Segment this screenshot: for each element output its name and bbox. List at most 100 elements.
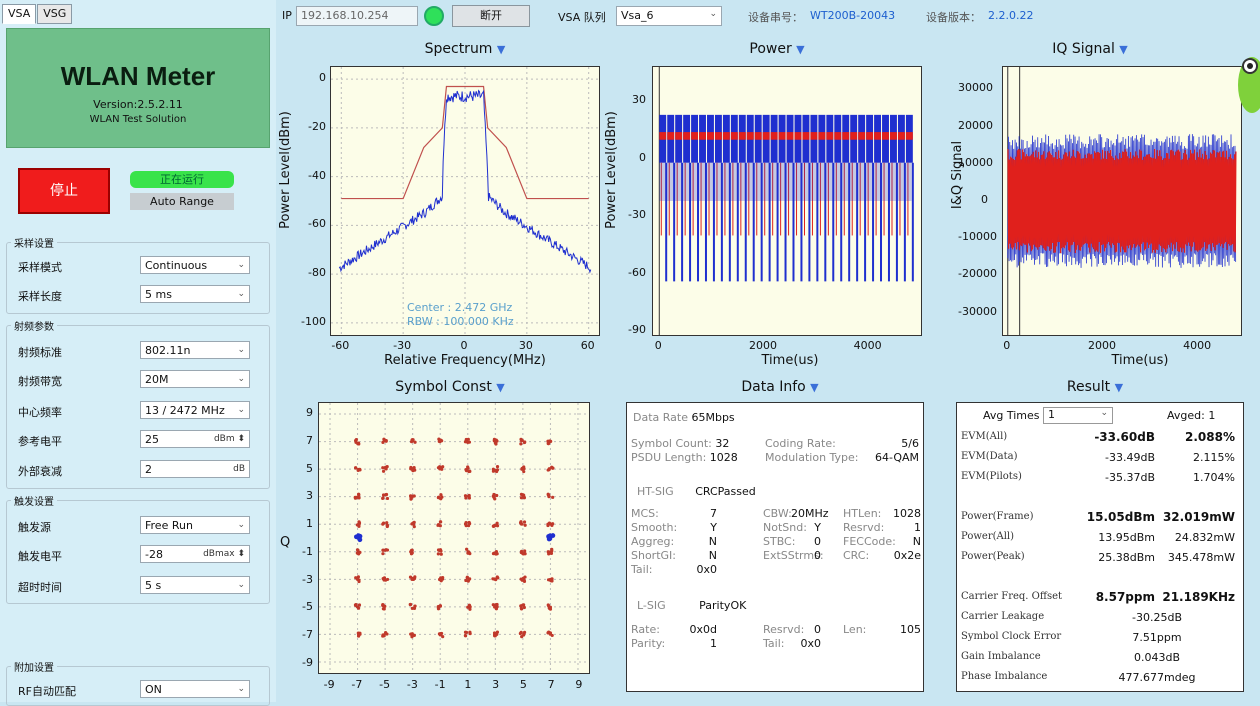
result-value-alt: 1.704%	[1193, 471, 1235, 484]
iq-q-trace	[1007, 148, 1237, 254]
constellation-point	[519, 442, 523, 446]
result-value: 7.51ppm	[1132, 631, 1182, 644]
result-value: 0.043dB	[1133, 651, 1181, 664]
tick-label: -80	[308, 266, 326, 280]
chevron-down-icon: ⌄	[237, 289, 245, 299]
constellation-points	[319, 403, 589, 673]
power-xlabel: Time(us)	[761, 353, 819, 368]
setting-control[interactable]: 5 s ⌄	[140, 576, 250, 594]
power-burst-mean	[802, 132, 810, 140]
datainfo-title[interactable]: Data Info ▼	[741, 379, 819, 395]
auto-range-button[interactable]: Auto Range	[130, 193, 234, 210]
setting-control[interactable]: 20M ⌄	[140, 370, 250, 388]
tick-label: 0	[639, 150, 646, 164]
constellation-point	[467, 551, 471, 555]
constellation-point	[385, 496, 390, 501]
vsa-queue-select[interactable]: Vsa_6 ⌄	[616, 6, 722, 26]
iq-plot[interactable]	[1002, 66, 1242, 336]
constellation-point	[495, 465, 500, 469]
tick-label: 0	[654, 339, 662, 352]
constellation-point	[520, 635, 524, 639]
setting-control[interactable]: 802.11n ⌄	[140, 341, 250, 359]
version-label: 设备版本：	[926, 11, 981, 24]
power-burst-mean	[874, 132, 882, 140]
tick-label: -9	[323, 678, 335, 691]
constellation-point	[409, 495, 413, 500]
tick-label: 0	[460, 339, 468, 352]
setting-value: 5 ms	[145, 287, 172, 301]
setting-control[interactable]: Continuous ⌄	[140, 256, 250, 274]
power-burst-mean	[897, 132, 905, 140]
setting-control[interactable]: -28 dBmax ⬍	[140, 545, 250, 563]
constellation-point	[441, 635, 445, 639]
result-label: EVM(Pilots)	[961, 471, 1022, 482]
stop-button[interactable]: 停止	[18, 168, 110, 214]
tab-vsg[interactable]: VSG	[37, 4, 73, 24]
spectrum-center: Center : 2.472 GHz	[407, 301, 513, 314]
constellation-point	[492, 524, 496, 528]
sampling-group: 采样设置	[6, 235, 270, 314]
avg-times-select[interactable]: 1 ⌄	[1043, 407, 1113, 424]
setting-control[interactable]: Free Run ⌄	[140, 516, 250, 534]
info-label: ExtSStrms:	[763, 549, 824, 562]
power-trace	[658, 67, 914, 335]
power-title[interactable]: Power ▼	[749, 41, 805, 57]
ip-input[interactable]: 192.168.10.254	[296, 6, 418, 26]
result-value: -30.25dB	[1132, 611, 1182, 624]
setting-control[interactable]: 2 dB	[140, 460, 250, 478]
tab-vsa[interactable]: VSA	[2, 4, 37, 24]
constellation-point	[354, 438, 358, 443]
result-title[interactable]: Result ▼	[1066, 379, 1124, 395]
tick-label: -20	[308, 119, 326, 133]
setting-value: 5 s	[145, 578, 162, 592]
tick-label: 30	[518, 339, 533, 352]
connection-led-icon	[424, 6, 444, 26]
info-value: 0	[814, 549, 821, 562]
result-value-alt: 2.115%	[1193, 451, 1235, 464]
power-burst-mean	[707, 132, 714, 140]
ip-label: IP	[282, 9, 292, 22]
tick-label: -30	[628, 208, 646, 222]
constellation-point	[546, 523, 550, 528]
modulation-label: Modulation Type:	[765, 451, 859, 464]
setting-label-3: 参考电平	[18, 435, 62, 448]
constellation-point	[408, 575, 413, 579]
constellation-point	[522, 469, 526, 474]
top-bar: IP 192.168.10.254 断开 VSA 队列 Vsa_6 ⌄ 设备串号：…	[276, 4, 1260, 28]
constellation-point	[464, 437, 468, 442]
spectrum-plot[interactable]: Center : 2.472 GHz RBW : 100.000 KHz	[330, 66, 600, 336]
spectrum-title[interactable]: Spectrum ▼	[424, 41, 506, 57]
constellation-point	[523, 440, 527, 444]
setting-control[interactable]: 25 dBm ⬍	[140, 430, 250, 448]
tick-label: 3	[492, 678, 500, 691]
constellation-plot[interactable]	[318, 402, 590, 674]
constellation-point	[410, 577, 414, 581]
constellation-point	[436, 552, 440, 556]
constellation-point	[465, 575, 469, 579]
constellation-point	[441, 465, 445, 469]
constellation-point	[548, 439, 552, 443]
constellation-point	[409, 550, 413, 554]
disconnect-button[interactable]: 断开	[452, 5, 530, 27]
result-value: -33.60dB	[1094, 430, 1155, 444]
unit-spinner-icon: dBmax ⬍	[203, 549, 245, 559]
setting-control[interactable]: 5 ms ⌄	[140, 285, 250, 303]
tick-label: -1	[434, 678, 446, 691]
constellation-point	[440, 439, 444, 443]
constellation-point	[357, 603, 362, 607]
symbol-count-label: Symbol Count:	[631, 437, 712, 450]
const-title[interactable]: Symbol Const ▼	[395, 379, 505, 395]
power-fill	[659, 162, 912, 201]
constellation-point	[463, 634, 468, 638]
constellation-point	[493, 497, 497, 501]
tick-label: 5	[306, 461, 313, 475]
constellation-point	[412, 576, 417, 580]
setting-control[interactable]: ON ⌄	[140, 680, 250, 698]
info-value: 1	[710, 637, 717, 650]
setting-value: 802.11n	[145, 343, 191, 357]
power-plot[interactable]	[652, 66, 922, 336]
constellation-point	[409, 467, 413, 471]
setting-control[interactable]: 13 / 2472 MHz ⌄	[140, 401, 250, 419]
iq-title[interactable]: IQ Signal ▼	[1052, 41, 1128, 57]
constellation-point	[355, 548, 360, 552]
